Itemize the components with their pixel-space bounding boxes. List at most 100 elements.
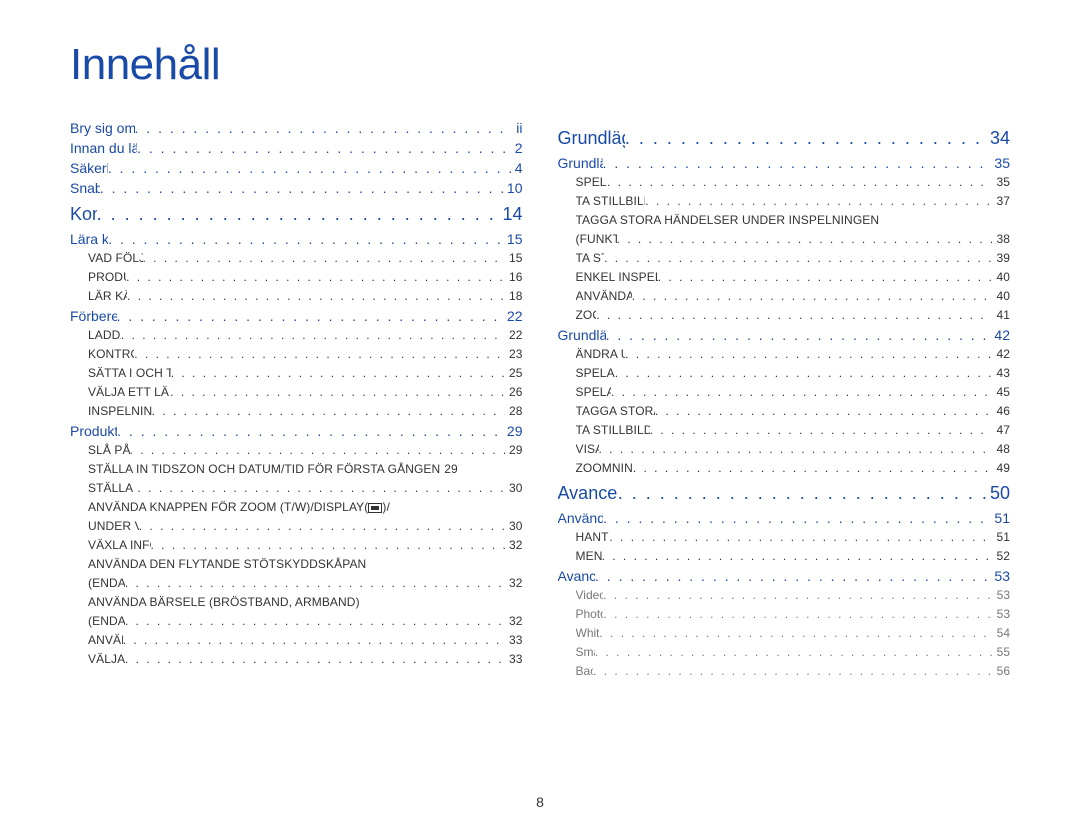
toc-leader-dots: . . . . . . . . . . . . . . . . . . . . … [108, 160, 511, 176]
toc-entry[interactable]: ANVÄNDA BÄRSELE (BRÖSTBAND, ARMBAND) [70, 595, 523, 609]
toc-label: Grundläggande inspelning [558, 155, 603, 171]
toc-page: 30 [505, 519, 523, 533]
toc-entry[interactable]: SPELA IN VIDEOR. . . . . . . . . . . . .… [558, 175, 1011, 189]
toc-label: Komma igång [70, 204, 97, 225]
toc-entry[interactable]: SPELA UPP FILMFILER. . . . . . . . . . .… [558, 366, 1011, 380]
toc-entry[interactable]: Lära känna produkten. . . . . . . . . . … [70, 231, 523, 247]
toc-page: 26 [505, 385, 523, 399]
toc-entry[interactable]: Produktens grundfunktioner. . . . . . . … [70, 423, 523, 439]
toc-entry[interactable]: VÄLJA ETT LÄMPLIGT MINNESKORT (MEDFÖLJER… [70, 385, 523, 399]
toc-label: White Balance [576, 626, 600, 640]
toc-page: 49 [992, 461, 1010, 475]
toc-entry[interactable]: LADDA BATTERIET. . . . . . . . . . . . .… [70, 328, 523, 342]
toc-entry[interactable]: ÄNDRA UPPSPELNINGSLÄGE. . . . . . . . . … [558, 347, 1011, 361]
page-title: Innehåll [70, 40, 1010, 90]
toc-page: 14 [498, 204, 522, 225]
toc-page: 16 [505, 270, 523, 284]
toc-leader-dots: . . . . . . . . . . . . . . . . . . . . … [603, 155, 991, 171]
toc-entry[interactable]: Grundläggande inspelning/uppspelning. . … [558, 128, 1011, 149]
toc-label: VAD FÖLJER MED DIN PRODUKT [88, 251, 143, 265]
toc-page: 46 [992, 404, 1010, 418]
toc-entry[interactable]: VÄXLA INFORMATIONSVISNINGSLÄGE. . . . . … [70, 538, 523, 552]
toc-leader-dots: . . . . . . . . . . . . . . . . . . . . … [595, 568, 990, 584]
toc-entry[interactable]: Säkerhetsinformation. . . . . . . . . . … [70, 160, 523, 176]
toc-entry[interactable]: VISA BILDER. . . . . . . . . . . . . . .… [558, 442, 1011, 456]
toc-leader-dots: . . . . . . . . . . . . . . . . . . . . … [611, 385, 992, 399]
left-column: Bry sig om vatten-/damm-/stötsäkerhet. .… [70, 120, 523, 683]
toc-entry[interactable]: Photo Resolution. . . . . . . . . . . . … [558, 607, 1011, 621]
toc-page: 10 [503, 180, 523, 196]
toc-entry[interactable]: Komma igång. . . . . . . . . . . . . . .… [70, 204, 523, 225]
toc-page: 48 [992, 442, 1010, 456]
toc-entry[interactable]: Avancerad inspelning/uppspelning. . . . … [558, 483, 1011, 504]
toc-entry[interactable]: ANVÄNDA REMMEN. . . . . . . . . . . . . … [70, 633, 523, 647]
toc-entry[interactable]: INSPELNINGSBAR TID OCH KAPACITET. . . . … [70, 404, 523, 418]
toc-entry[interactable]: ZOOMNING UNDER UPPSPELNING. . . . . . . … [558, 461, 1011, 475]
toc-label: VISA BILDER [576, 442, 599, 456]
toc-entry[interactable]: ENKEL INSPELNING FÖR NYBÖRJARE (SMART AU… [558, 270, 1011, 284]
toc-entry[interactable]: Smart Filter. . . . . . . . . . . . . . … [558, 645, 1011, 659]
toc-entry[interactable]: VÄLJA SKÄRMSPRÅK. . . . . . . . . . . . … [70, 652, 523, 666]
toc-entry[interactable]: KONTROLLERA BATTERIET. . . . . . . . . .… [70, 347, 523, 361]
toc-entry[interactable]: ANVÄNDA UNDERVATTENSLÄGET. . . . . . . .… [558, 289, 1011, 303]
toc-entry[interactable]: PRODUKTENS DELAR. . . . . . . . . . . . … [70, 270, 523, 284]
toc-entry[interactable]: UNDER VATTEN ()/OK (REC). . . . . . . . … [70, 519, 523, 533]
toc-page: 32 [505, 576, 523, 590]
toc-entry[interactable]: (ENDAST HMX-W350). . . . . . . . . . . .… [70, 614, 523, 628]
toc-entry[interactable]: ANVÄNDA KNAPPEN FÖR ZOOM (T/W)/DISPLAY()… [70, 500, 523, 514]
toc-entry[interactable]: TA STILLBILDER I VIDEOINSPELNINGSLÄGE. .… [558, 194, 1011, 208]
toc-label: TAGGA STORA HÄNDELSER UNDER UPPSPELNING [576, 404, 655, 418]
toc-entry[interactable]: Använda menyalternativen. . . . . . . . … [558, 510, 1011, 526]
toc-entry[interactable]: VAD FÖLJER MED DIN PRODUKT. . . . . . . … [70, 251, 523, 265]
toc-entry[interactable]: (FUNKTIONEN MY CLIP). . . . . . . . . . … [558, 232, 1011, 246]
toc-leader-dots: . . . . . . . . . . . . . . . . . . . . … [125, 614, 505, 628]
toc-entry[interactable]: TAGGA STORA HÄNDELSER UNDER INSPELNINGEN [558, 213, 1011, 227]
toc-entry[interactable]: Back Light. . . . . . . . . . . . . . . … [558, 664, 1011, 678]
toc-page: 50 [986, 483, 1010, 504]
toc-entry[interactable]: White Balance. . . . . . . . . . . . . .… [558, 626, 1011, 640]
toc-label: KONTROLLERA BATTERIET [88, 347, 134, 361]
toc-page: 53 [990, 568, 1010, 584]
toc-label: LÄR KÄNNA SKÄRMEN [88, 289, 127, 303]
toc-entry[interactable]: SPELA UPP MY CLIP. . . . . . . . . . . .… [558, 385, 1011, 399]
toc-entry[interactable]: ZOOMNING. . . . . . . . . . . . . . . . … [558, 308, 1011, 322]
toc-entry[interactable]: HANTERA MENYER. . . . . . . . . . . . . … [558, 530, 1011, 544]
toc-entry[interactable]: Avancerad inspelning. . . . . . . . . . … [558, 568, 1011, 584]
toc-page: 51 [992, 530, 1010, 544]
toc-label: Lära känna produkten [70, 231, 108, 247]
toc-entry[interactable]: Video Resolution. . . . . . . . . . . . … [558, 588, 1011, 602]
toc-leader-dots: . . . . . . . . . . . . . . . . . . . . … [604, 251, 992, 265]
toc-leader-dots: . . . . . . . . . . . . . . . . . . . . … [117, 423, 503, 439]
toc-leader-dots: . . . . . . . . . . . . . . . . . . . . … [599, 626, 992, 640]
toc-page: 25 [505, 366, 523, 380]
toc-label: LADDA BATTERIET [88, 328, 121, 342]
toc-entry[interactable]: Snabbstartshjälp. . . . . . . . . . . . … [70, 180, 523, 196]
toc-label: Back Light [576, 664, 594, 678]
toc-entry[interactable]: TA STILLBILDER VID UPPSPELNING AV VIDEOR… [558, 423, 1011, 437]
toc-entry[interactable]: Förberedelse för inspelning. . . . . . .… [70, 308, 523, 324]
toc-leader-dots: . . . . . . . . . . . . . . . . . . . . … [127, 289, 505, 303]
toc-entry[interactable]: Bry sig om vatten-/damm-/stötsäkerhet. .… [70, 120, 523, 136]
toc-entry[interactable]: ANVÄNDA DEN FLYTANDE STÖTSKYDDSKÅPAN [70, 557, 523, 571]
toc-entry[interactable]: LÄR KÄNNA SKÄRMEN. . . . . . . . . . . .… [70, 289, 523, 303]
toc-label: VÄLJA ETT LÄMPLIGT MINNESKORT (MEDFÖLJER… [88, 385, 170, 399]
toc-entry[interactable]: STÄLLA IN TIDSZON OCH DATUM/TID FÖR FÖRS… [70, 462, 523, 476]
toc-entry[interactable]: SÄTTA I OCH TA UR MINNESKORTET (MEDFÖLJE… [70, 366, 523, 380]
toc-leader-dots: . . . . . . . . . . . . . . . . . . . . … [618, 483, 986, 504]
toc-entry[interactable]: Grundläggande uppspelning. . . . . . . .… [558, 327, 1011, 343]
toc-entry[interactable]: SLÅ PÅ/AV PRODUKTEN. . . . . . . . . . .… [70, 443, 523, 457]
toc-entry[interactable]: Grundläggande inspelning. . . . . . . . … [558, 155, 1011, 171]
toc-leader-dots: . . . . . . . . . . . . . . . . . . . . … [599, 442, 993, 456]
toc-label: (FUNKTIONEN MY CLIP) [576, 232, 617, 246]
toc-page: 28 [505, 404, 523, 418]
toc-entry[interactable]: STÄLLA IN ANVÄNDARLÄGEN. . . . . . . . .… [70, 481, 523, 495]
toc-entry[interactable]: Innan du läser den här bruksanvisningen.… [70, 140, 523, 156]
toc-entry[interactable]: TA STILLBILDER. . . . . . . . . . . . . … [558, 251, 1011, 265]
toc-label: VÄLJA SKÄRMSPRÅK [88, 652, 125, 666]
toc-leader-dots: . . . . . . . . . . . . . . . . . . . . … [125, 652, 505, 666]
toc-entry[interactable]: (ENDAST HMX-W350). . . . . . . . . . . .… [70, 576, 523, 590]
toc-entry[interactable]: TAGGA STORA HÄNDELSER UNDER UPPSPELNING.… [558, 404, 1011, 418]
toc-label: STÄLLA IN ANVÄNDARLÄGEN [88, 481, 137, 495]
toc-leader-dots: . . . . . . . . . . . . . . . . . . . . … [606, 327, 991, 343]
toc-entry[interactable]: MENYPOSTER. . . . . . . . . . . . . . . … [558, 549, 1011, 563]
